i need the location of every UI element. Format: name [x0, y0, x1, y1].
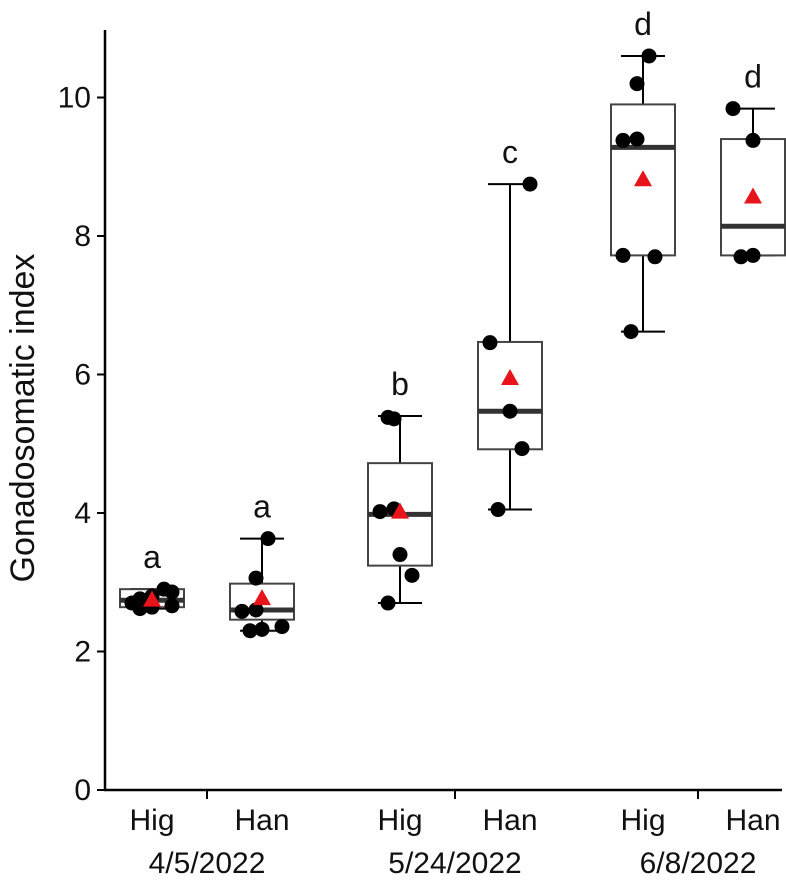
- mean-marker: [501, 368, 519, 385]
- data-point: [248, 570, 264, 586]
- data-point: [234, 603, 250, 619]
- mean-marker: [391, 502, 409, 519]
- data-point: [615, 132, 631, 148]
- y-tick-label: 10: [58, 82, 91, 115]
- data-point: [482, 335, 498, 351]
- significance-letter: d: [744, 59, 762, 95]
- site-label: Han: [482, 804, 537, 837]
- significance-letter: c: [502, 134, 518, 170]
- boxes: a a b c d d: [119, 6, 786, 639]
- box-han-1: a: [229, 489, 295, 639]
- site-label: Han: [234, 804, 289, 837]
- axes: 0 2 4 6 8 10 4/5/2022 Hig Han 5/24/2022 Hig Han 6/8/…: [58, 30, 782, 880]
- significance-letter: b: [391, 366, 409, 402]
- data-point: [490, 502, 506, 518]
- data-point: [502, 403, 518, 419]
- data-point: [392, 547, 408, 563]
- box-hig-3: d: [610, 6, 676, 340]
- data-point: [641, 48, 657, 64]
- y-tick-label: 4: [74, 497, 91, 530]
- data-point: [733, 249, 749, 265]
- data-point: [248, 602, 264, 618]
- data-point: [254, 621, 270, 637]
- data-point: [274, 619, 290, 635]
- data-point: [380, 409, 396, 425]
- y-axis-title: Gonadosomatic index: [4, 254, 42, 583]
- significance-letter: a: [143, 539, 161, 575]
- data-point: [514, 441, 530, 457]
- significance-letter: d: [634, 6, 652, 42]
- data-point: [164, 598, 180, 614]
- y-tick-label: 8: [74, 220, 91, 253]
- data-point: [623, 324, 639, 340]
- box-hig-1: a: [119, 539, 185, 617]
- data-point: [132, 591, 148, 607]
- data-point: [380, 595, 396, 611]
- data-point: [745, 247, 761, 263]
- data-point: [745, 132, 761, 148]
- data-point: [629, 76, 645, 92]
- data-point: [725, 101, 741, 117]
- box-hig-2: b: [367, 366, 433, 611]
- mean-marker: [253, 589, 271, 606]
- box-han-3: d: [720, 59, 786, 265]
- iqr-box: [477, 340, 543, 451]
- data-point: [156, 581, 172, 597]
- data-point: [372, 504, 388, 520]
- y-tick-label: 6: [74, 359, 91, 392]
- data-point: [629, 131, 645, 147]
- site-label: Hig: [129, 804, 174, 837]
- group-date-label: 4/5/2022: [149, 847, 266, 880]
- data-point: [404, 567, 420, 583]
- data-point: [647, 249, 663, 265]
- significance-letter: a: [253, 489, 271, 525]
- group-date-label: 6/8/2022: [640, 847, 757, 880]
- box-han-2: c: [477, 134, 543, 518]
- data-point: [615, 247, 631, 263]
- site-label: Hig: [620, 804, 665, 837]
- mean-marker: [744, 187, 762, 204]
- data-point: [522, 176, 538, 192]
- data-point: [260, 531, 276, 547]
- y-tick-label: 2: [74, 636, 91, 669]
- mean-marker: [143, 590, 161, 607]
- site-label: Han: [725, 804, 780, 837]
- y-tick-label: 0: [74, 774, 91, 807]
- data-point: [242, 623, 258, 639]
- site-label: Hig: [377, 804, 422, 837]
- mean-marker: [634, 170, 652, 187]
- group-date-label: 5/24/2022: [388, 847, 521, 880]
